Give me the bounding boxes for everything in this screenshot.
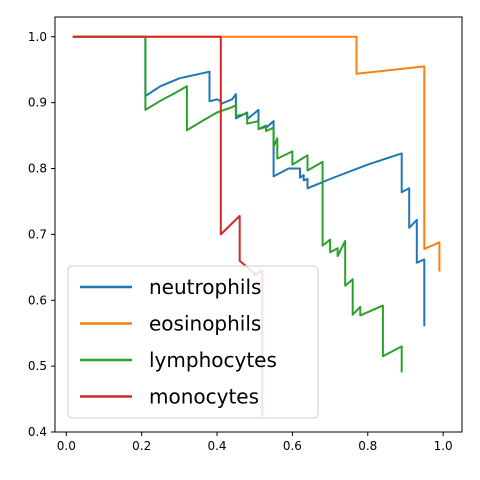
legend-label-neutrophils: neutrophils	[149, 275, 261, 299]
y-tick-label: 0.4	[28, 425, 47, 439]
x-tick-label: 0.6	[283, 439, 302, 453]
legend-label-monocytes: monocytes	[149, 385, 259, 409]
legend-label-eosinophils: eosinophils	[149, 312, 261, 336]
x-tick-label: 0.8	[358, 439, 377, 453]
x-tick-label: 1.0	[434, 439, 453, 453]
y-tick-label: 1.0	[28, 30, 47, 44]
y-tick-label: 0.5	[28, 359, 47, 373]
legend-label-lymphocytes: lymphocytes	[149, 348, 277, 372]
y-tick-label: 0.9	[28, 96, 47, 110]
x-tick-label: 0.2	[132, 439, 151, 453]
x-tick-label: 0.4	[207, 439, 226, 453]
legend: neutrophils eosinophils lymphocytes monocyt…	[68, 266, 318, 418]
y-tick-label: 0.7	[28, 227, 47, 241]
y-tick-label: 0.6	[28, 293, 47, 307]
y-tick-label: 0.8	[28, 162, 47, 176]
x-tick-label: 0.0	[57, 439, 76, 453]
